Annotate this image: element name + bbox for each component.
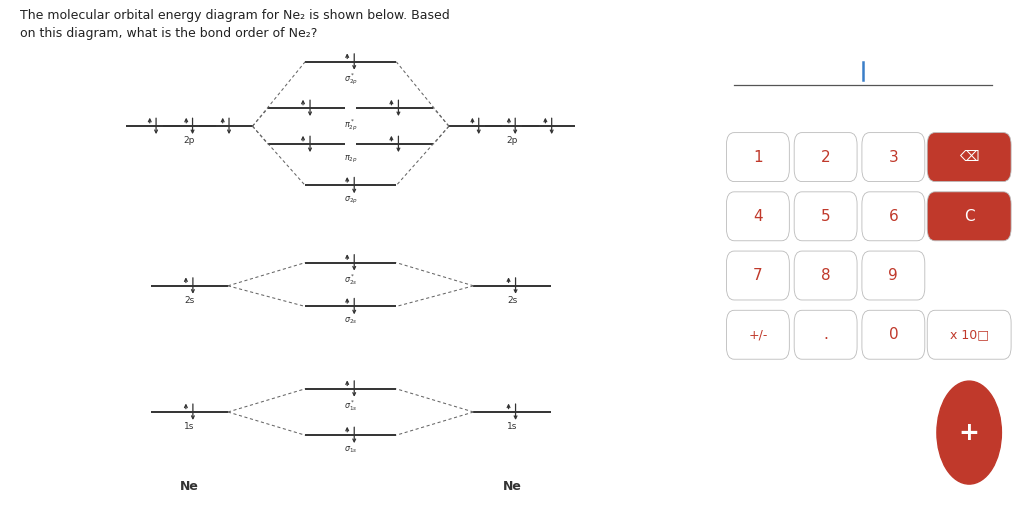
Text: 3: 3	[889, 149, 898, 165]
Text: 0: 0	[889, 327, 898, 342]
Text: $\sigma_{2p}$: $\sigma_{2p}$	[344, 195, 357, 206]
Text: $\sigma_{1s}$: $\sigma_{1s}$	[344, 444, 357, 455]
Text: 2s: 2s	[184, 296, 195, 305]
Text: on this diagram, what is the bond order of Ne₂?: on this diagram, what is the bond order …	[19, 27, 317, 40]
Text: 9: 9	[889, 268, 898, 283]
FancyBboxPatch shape	[726, 251, 790, 300]
FancyBboxPatch shape	[862, 192, 925, 241]
Text: Ne: Ne	[503, 480, 521, 493]
Text: The molecular orbital energy diagram for Ne₂ is shown below. Based: The molecular orbital energy diagram for…	[19, 9, 450, 22]
Text: 1: 1	[753, 149, 763, 165]
Text: x 10□: x 10□	[949, 328, 988, 341]
Text: 7: 7	[753, 268, 763, 283]
Text: $\pi^*_{2p}$: $\pi^*_{2p}$	[344, 117, 357, 133]
Text: 2: 2	[821, 149, 830, 165]
Circle shape	[937, 381, 1001, 484]
Text: 6: 6	[889, 209, 898, 224]
Text: +/-: +/-	[749, 328, 768, 341]
FancyBboxPatch shape	[862, 251, 925, 300]
Text: $\sigma^*_{1s}$: $\sigma^*_{1s}$	[344, 398, 357, 413]
FancyBboxPatch shape	[928, 192, 1011, 241]
Text: .: .	[823, 327, 828, 342]
Text: Ne: Ne	[180, 480, 199, 493]
Text: $\sigma^*_{2p}$: $\sigma^*_{2p}$	[344, 71, 357, 87]
Text: 1s: 1s	[507, 422, 517, 431]
Text: 4: 4	[753, 209, 763, 224]
Text: 2s: 2s	[507, 296, 517, 305]
FancyBboxPatch shape	[795, 133, 857, 182]
Text: $\pi_{2p}$: $\pi_{2p}$	[344, 153, 357, 165]
Text: 2p: 2p	[506, 136, 518, 145]
Text: 2p: 2p	[183, 136, 196, 145]
Text: C: C	[964, 209, 975, 224]
Text: 5: 5	[821, 209, 830, 224]
FancyBboxPatch shape	[862, 310, 925, 359]
FancyBboxPatch shape	[862, 133, 925, 182]
Text: $\sigma^*_{2s}$: $\sigma^*_{2s}$	[344, 272, 357, 287]
Text: +: +	[958, 421, 980, 444]
FancyBboxPatch shape	[726, 133, 790, 182]
Text: 8: 8	[821, 268, 830, 283]
FancyBboxPatch shape	[726, 310, 790, 359]
FancyBboxPatch shape	[795, 310, 857, 359]
FancyBboxPatch shape	[795, 251, 857, 300]
FancyBboxPatch shape	[928, 133, 1011, 182]
FancyBboxPatch shape	[726, 192, 790, 241]
Text: 1s: 1s	[184, 422, 195, 431]
FancyBboxPatch shape	[928, 310, 1011, 359]
Text: ⌫: ⌫	[959, 150, 979, 164]
Text: $\sigma_{2s}$: $\sigma_{2s}$	[344, 316, 357, 326]
FancyBboxPatch shape	[795, 192, 857, 241]
